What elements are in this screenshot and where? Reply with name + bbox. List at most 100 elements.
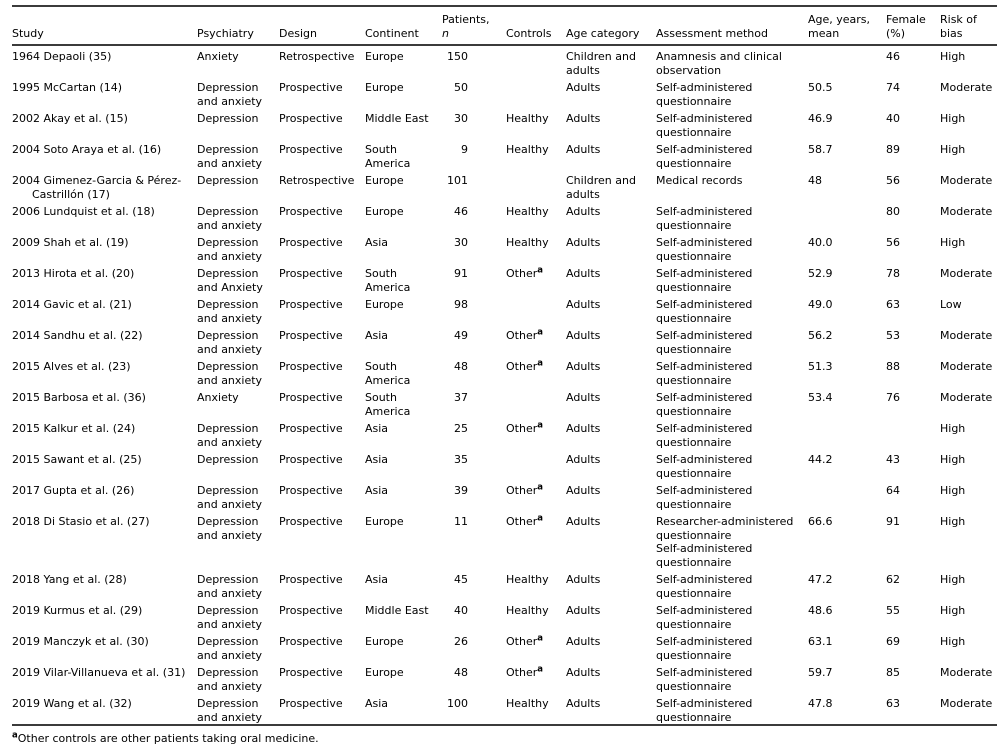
cell-study: 1964 Depaoli (35) bbox=[12, 50, 112, 63]
table-row: 2017 Gupta et al. (26) Depression and an… bbox=[12, 480, 997, 511]
cell-continent: Middle East bbox=[365, 604, 429, 617]
cell-age-mean: 40.0 bbox=[808, 236, 833, 249]
cell-controls bbox=[506, 387, 566, 418]
cell-age-category: Adults bbox=[566, 112, 601, 125]
cell-psychiatry: Depression bbox=[197, 112, 259, 125]
cell-design: Prospective bbox=[279, 697, 343, 710]
cell-female-pct: 64 bbox=[886, 484, 900, 497]
cell-controls: Healthy bbox=[506, 569, 566, 600]
cell-age-mean: 49.0 bbox=[808, 298, 833, 311]
table-row: 2019 Kurmus et al. (29) Depression and a… bbox=[12, 600, 997, 631]
cell-continent: Asia bbox=[365, 697, 389, 710]
cell-patients-n: 100 bbox=[447, 697, 468, 710]
cell-age-category: Adults bbox=[566, 236, 601, 249]
cell-age-mean: 53.4 bbox=[808, 391, 833, 404]
cell-age-category: Adults bbox=[566, 635, 601, 648]
cell-patients-n: 30 bbox=[454, 112, 468, 125]
cell-psychiatry: Depression and anxiety bbox=[197, 666, 263, 693]
cell-risk-of-bias: High bbox=[940, 112, 966, 125]
controls-value: Other bbox=[506, 484, 538, 497]
cell-age-category: Adults bbox=[566, 143, 601, 156]
cell-study: 2004 Soto Araya et al. (16) bbox=[12, 143, 162, 156]
cell-patients-n: 45 bbox=[454, 573, 468, 586]
cell-continent: Asia bbox=[365, 573, 389, 586]
cell-age-category: Adults bbox=[566, 604, 601, 617]
cell-continent: South America bbox=[365, 391, 411, 418]
table-row: 2006 Lundquist et al. (18) Depression an… bbox=[12, 201, 997, 232]
cell-design: Prospective bbox=[279, 81, 343, 94]
cell-risk-of-bias: Moderate bbox=[940, 666, 993, 679]
cell-controls: Othera bbox=[506, 662, 566, 693]
cell-age-mean: 66.6 bbox=[808, 515, 833, 528]
cell-risk-of-bias: Moderate bbox=[940, 81, 993, 94]
cell-age-mean bbox=[808, 480, 886, 511]
controls-value: Healthy bbox=[506, 573, 549, 586]
cell-female-pct: 80 bbox=[886, 205, 900, 218]
cell-assessment-method: Self-administered questionnaire bbox=[656, 143, 753, 170]
cell-controls: Othera bbox=[506, 356, 566, 387]
cell-female-pct: 53 bbox=[886, 329, 900, 342]
cell-patients-n: 37 bbox=[454, 391, 468, 404]
cell-continent: Europe bbox=[365, 81, 404, 94]
cell-age-category: Adults bbox=[566, 453, 601, 466]
cell-study: 2015 Alves et al. (23) bbox=[12, 360, 131, 373]
cell-design: Prospective bbox=[279, 573, 343, 586]
col-label-patients-n-symbol: n bbox=[442, 26, 449, 40]
table-row: 2014 Gavic et al. (21) Depression and an… bbox=[12, 294, 997, 325]
controls-value: Other bbox=[506, 666, 538, 679]
cell-age-mean: 51.3 bbox=[808, 360, 833, 373]
cell-design: Prospective bbox=[279, 298, 343, 311]
cell-patients-n: 26 bbox=[454, 635, 468, 648]
cell-risk-of-bias: Low bbox=[940, 298, 962, 311]
cell-age-mean: 48 bbox=[808, 174, 822, 187]
cell-controls: Healthy bbox=[506, 139, 566, 170]
cell-patients-n: 39 bbox=[454, 484, 468, 497]
cell-continent: Europe bbox=[365, 635, 404, 648]
table-row: 2015 Sawant et al. (25) Depression Prosp… bbox=[12, 449, 997, 480]
controls-value: Other bbox=[506, 515, 538, 528]
col-header-age-category: Age category bbox=[566, 6, 656, 46]
cell-assessment-method: Self-administered questionnaire bbox=[656, 422, 753, 449]
cell-age-category: Adults bbox=[566, 391, 601, 404]
col-header-controls: Controls bbox=[506, 6, 566, 46]
cell-psychiatry: Depression and anxiety bbox=[197, 298, 263, 325]
table-row: 2015 Barbosa et al. (36) Anxiety Prospec… bbox=[12, 387, 997, 418]
cell-age-category: Adults bbox=[566, 422, 601, 435]
cell-study: 2006 Lundquist et al. (18) bbox=[12, 205, 155, 218]
cell-female-pct: 40 bbox=[886, 112, 900, 125]
cell-age-mean: 63.1 bbox=[808, 635, 833, 648]
cell-age-mean: 58.7 bbox=[808, 143, 833, 156]
table-row: 1995 McCartan (14) Depression and anxiet… bbox=[12, 77, 997, 108]
controls-footnote-marker: a bbox=[537, 265, 543, 276]
cell-psychiatry: Depression and anxiety bbox=[197, 360, 263, 387]
cell-study: 2009 Shah et al. (19) bbox=[12, 236, 129, 249]
cell-study: 2019 Manczyk et al. (30) bbox=[12, 635, 149, 648]
controls-footnote-marker: a bbox=[537, 664, 543, 675]
cell-female-pct: 55 bbox=[886, 604, 900, 617]
col-label-age-mean-line1: Age, years, bbox=[808, 13, 871, 26]
cell-risk-of-bias: Moderate bbox=[940, 391, 993, 404]
cell-study: 2013 Hirota et al. (20) bbox=[12, 267, 135, 280]
studies-table: Study Psychiatry Design Continent Patien… bbox=[12, 5, 997, 726]
cell-controls: Othera bbox=[506, 480, 566, 511]
cell-patients-n: 91 bbox=[454, 267, 468, 280]
cell-patients-n: 25 bbox=[454, 422, 468, 435]
col-label-controls: Controls bbox=[506, 26, 552, 40]
cell-design: Prospective bbox=[279, 635, 343, 648]
cell-assessment-method: Self-administered questionnaire bbox=[656, 236, 753, 263]
cell-psychiatry: Depression and anxiety bbox=[197, 205, 263, 232]
cell-controls: Othera bbox=[506, 325, 566, 356]
cell-female-pct: 76 bbox=[886, 391, 900, 404]
cell-design: Retrospective bbox=[279, 174, 355, 187]
cell-patients-n: 30 bbox=[454, 236, 468, 249]
cell-continent: Middle East bbox=[365, 112, 429, 125]
cell-age-mean: 52.9 bbox=[808, 267, 833, 280]
cell-design: Prospective bbox=[279, 666, 343, 679]
cell-risk-of-bias: High bbox=[940, 515, 966, 528]
cell-controls bbox=[506, 294, 566, 325]
cell-design: Prospective bbox=[279, 205, 343, 218]
cell-patients-n: 50 bbox=[454, 81, 468, 94]
col-header-risk-of-bias: Risk of bias bbox=[940, 6, 997, 46]
cell-continent: Asia bbox=[365, 453, 389, 466]
cell-study: 2015 Kalkur et al. (24) bbox=[12, 422, 136, 435]
